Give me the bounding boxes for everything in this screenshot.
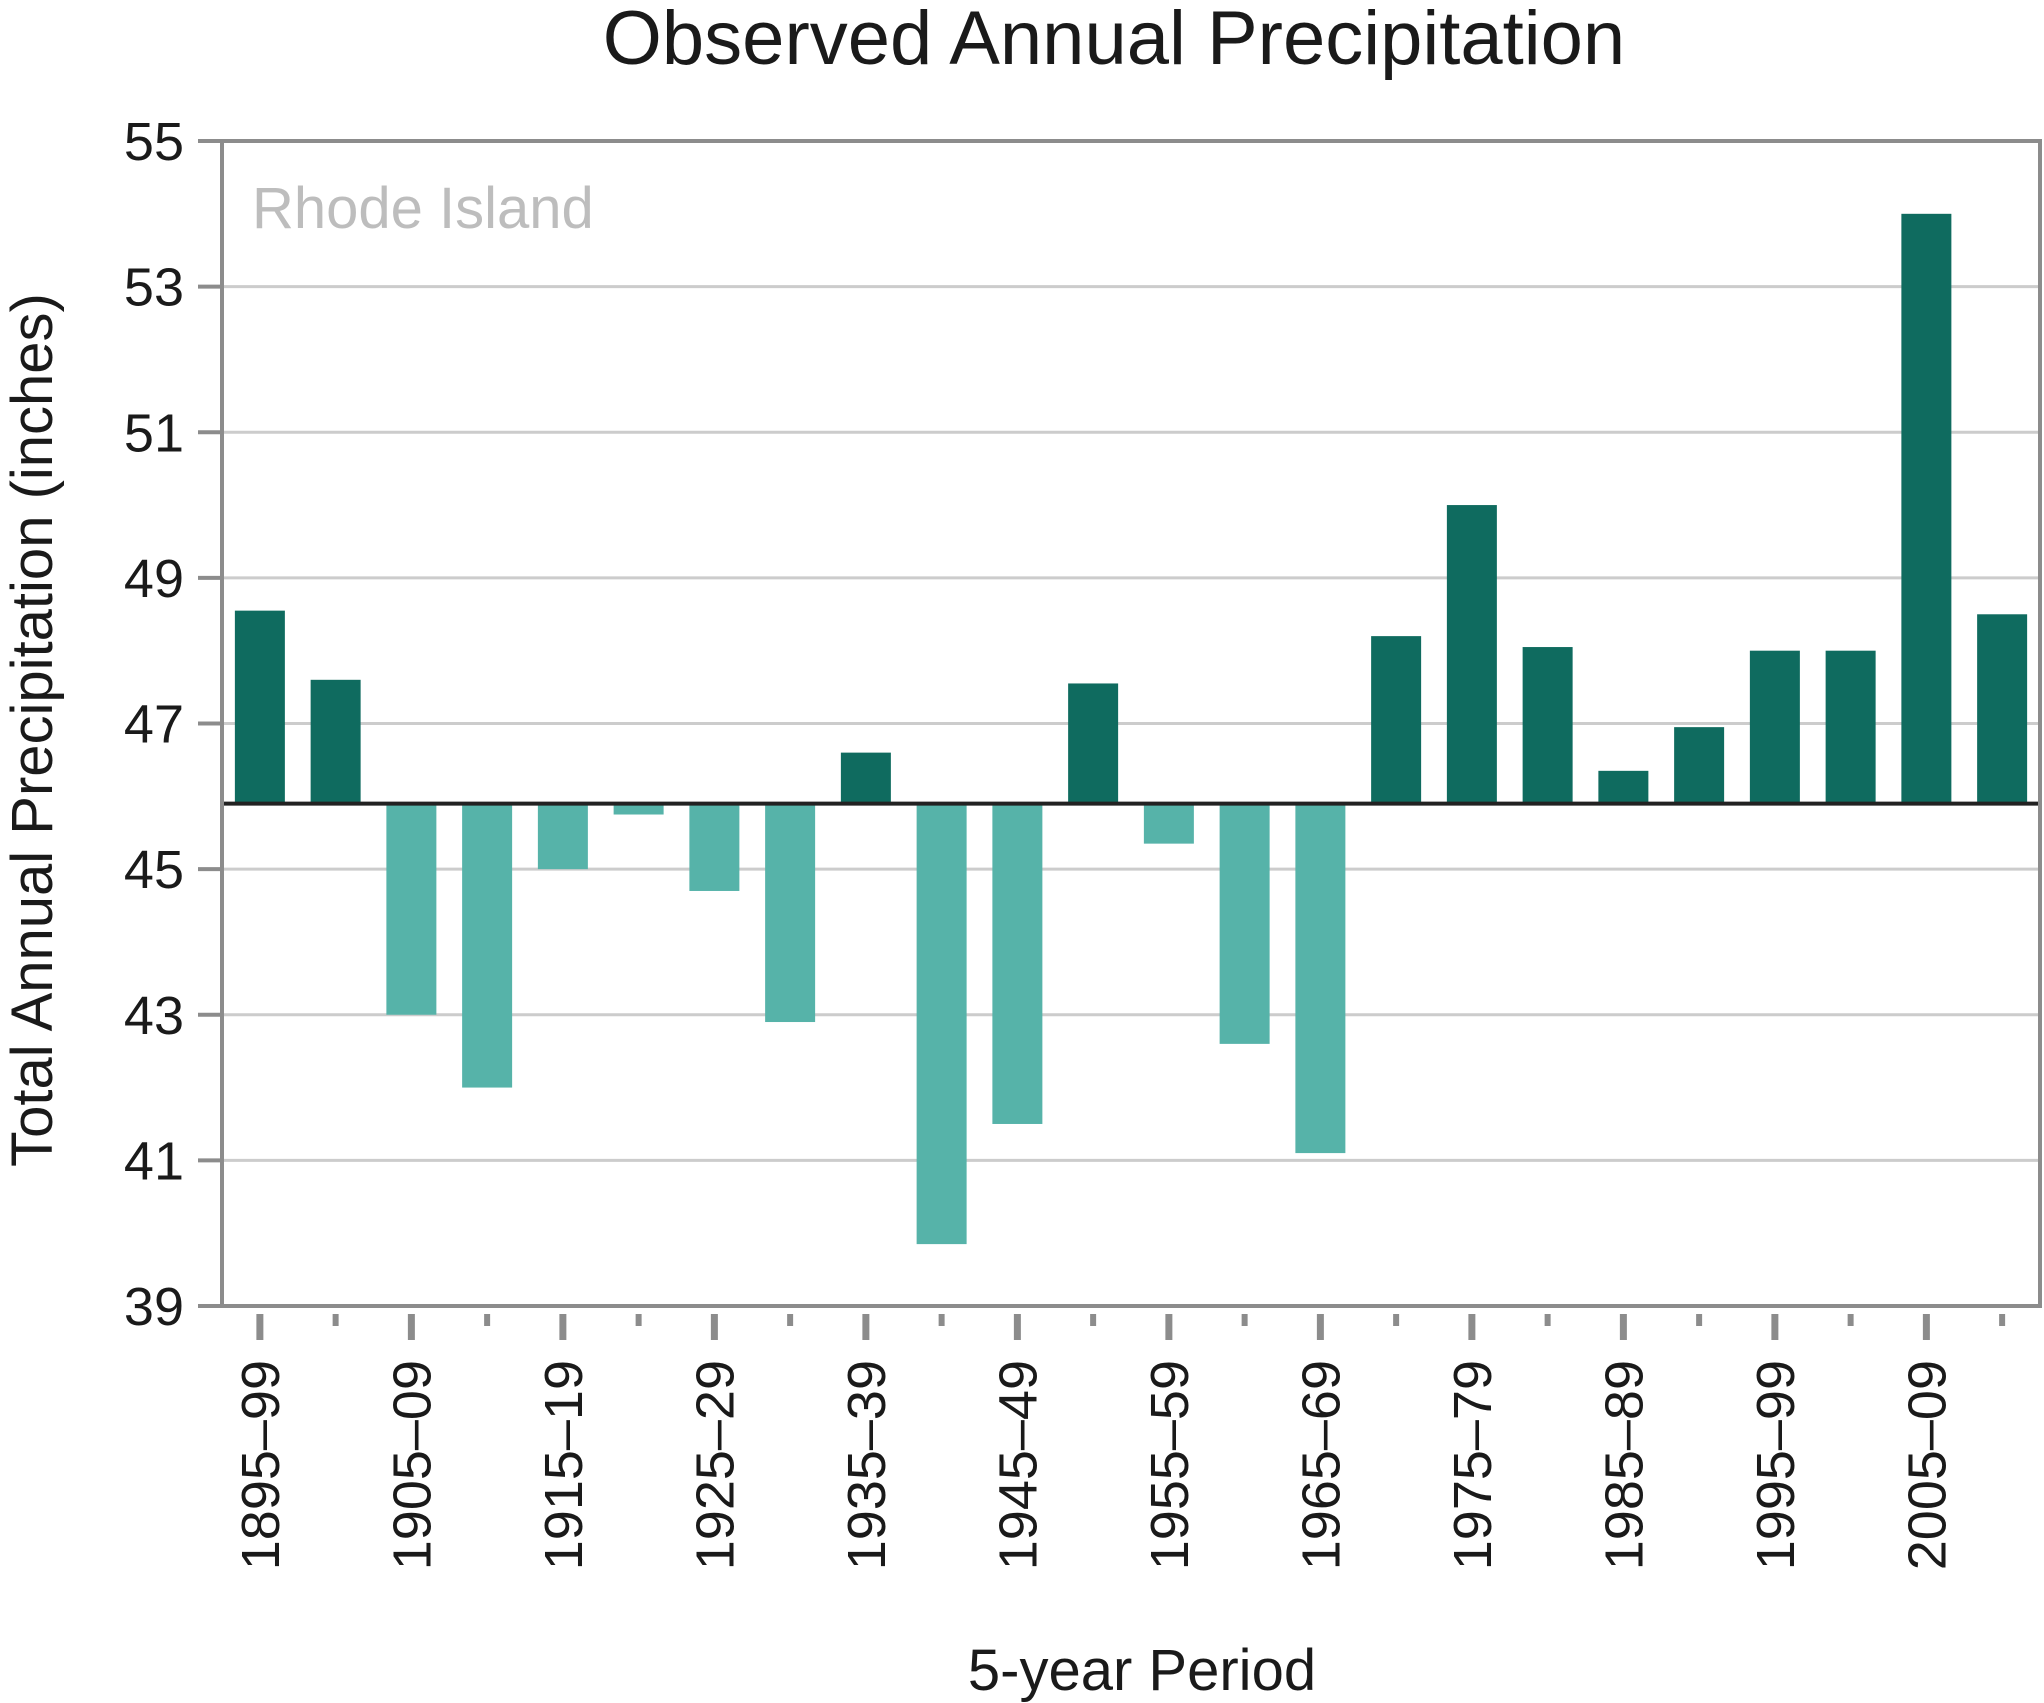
x-tick-label: 1925–29 <box>685 1360 745 1570</box>
y-tick-label: 55 <box>124 112 184 172</box>
x-axis-title: 5-year Period <box>968 1638 1316 1703</box>
y-tick-label: 49 <box>124 549 184 609</box>
bar-19 <box>1674 727 1725 804</box>
x-axis-ticks: 1895–99 1905–09 1915–19 1925–29 1935–39 1945–… <box>231 1314 2006 1570</box>
bar-14 <box>1295 803 1346 1154</box>
bar-3 <box>462 803 513 1088</box>
x-tick-label: 1995–99 <box>1746 1360 1806 1570</box>
bar-22 <box>1901 213 1952 804</box>
y-tick-label: 53 <box>124 258 184 318</box>
x-tick-label: 1955–59 <box>1140 1360 1200 1570</box>
y-axis-title: Total Annual Precipitation (inches) <box>0 293 65 1167</box>
bar-4 <box>537 803 588 870</box>
bar-23 <box>1977 614 2028 804</box>
bar-10 <box>992 803 1043 1124</box>
y-tick-label: 45 <box>124 840 184 900</box>
chart-title: Observed Annual Precipitation <box>603 0 1625 81</box>
y-axis-ticks: 39 41 43 45 47 49 51 53 55 <box>124 112 222 1337</box>
bar-16 <box>1446 505 1497 804</box>
bar-13 <box>1219 803 1270 1044</box>
x-tick-label: 1965–69 <box>1291 1360 1351 1570</box>
x-tick-label: 1975–79 <box>1443 1360 1503 1570</box>
x-tick-label: 1915–19 <box>534 1360 594 1570</box>
bar-1 <box>310 679 361 804</box>
bar-12 <box>1143 803 1194 844</box>
bar-8 <box>840 752 891 804</box>
y-tick-label: 47 <box>124 695 184 755</box>
y-tick-label: 41 <box>124 1131 184 1191</box>
bar-7 <box>765 803 816 1023</box>
bar-9 <box>916 803 967 1245</box>
bar-18 <box>1598 770 1649 804</box>
grid-lines <box>222 285 2040 1162</box>
x-tick-label: 2005–09 <box>1897 1360 1957 1570</box>
bar-21 <box>1825 650 1876 804</box>
x-tick-label: 1945–49 <box>988 1360 1048 1570</box>
bars <box>234 213 2028 1245</box>
bar-2 <box>386 803 437 1015</box>
bar-20 <box>1749 650 1800 804</box>
x-tick-label: 1985–89 <box>1594 1360 1654 1570</box>
bar-17 <box>1522 647 1573 804</box>
y-tick-label: 43 <box>124 986 184 1046</box>
bar-11 <box>1068 683 1119 804</box>
x-tick-label: 1895–99 <box>231 1360 291 1570</box>
bar-15 <box>1371 636 1422 804</box>
y-tick-label: 51 <box>124 403 184 463</box>
bar-6 <box>689 803 740 891</box>
bar-5 <box>613 803 664 815</box>
region-label: Rhode Island <box>252 176 594 241</box>
x-tick-label: 1935–39 <box>837 1360 897 1570</box>
x-tick-label: 1905–09 <box>382 1360 442 1570</box>
bar-0 <box>234 610 285 804</box>
y-tick-label: 39 <box>124 1277 184 1337</box>
